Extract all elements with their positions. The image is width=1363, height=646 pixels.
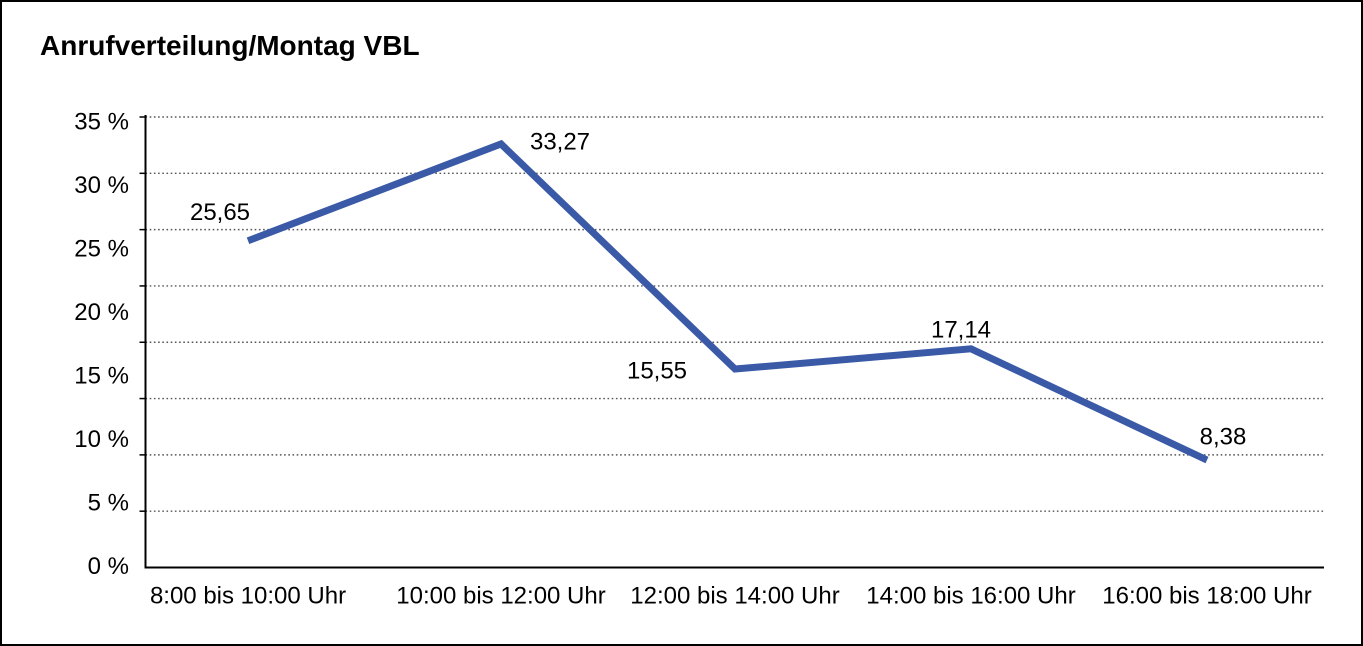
chart-title: Anrufverteilung/Montag VBL — [40, 30, 420, 61]
y-axis-tick-label: 0 % — [88, 553, 129, 580]
series-line — [246, 139, 1209, 464]
axis-layer — [139, 115, 1324, 569]
label-layer: 35 % 30 % 25 % 20 % 15 % 10 % 5 % 0 % 8:00 bis 1… — [74, 109, 1311, 610]
y-axis-tick-label: 30 % — [74, 172, 129, 199]
y-axis-tick-label: 20 % — [74, 299, 129, 326]
x-axis-category-label: 8:00 bis 10:00 Uhr — [150, 583, 346, 610]
data-point-label: 33,27 — [530, 128, 590, 155]
y-axis-tick-label: 25 % — [74, 236, 129, 263]
y-axis-tick-label: 35 % — [74, 109, 129, 136]
x-axis-category-label: 10:00 bis 12:00 Uhr — [396, 583, 605, 610]
data-point-label: 8,38 — [1200, 424, 1247, 451]
y-axis-tick-label: 10 % — [74, 426, 129, 453]
grid-layer — [145, 116, 1324, 512]
data-point-label: 25,65 — [190, 199, 250, 226]
data-point-label: 17,14 — [931, 316, 991, 343]
series-layer — [246, 139, 1209, 464]
y-axis-tick-label: 5 % — [88, 490, 129, 517]
x-axis-category-label: 14:00 bis 16:00 Uhr — [866, 583, 1075, 610]
data-point-label: 15,55 — [627, 358, 687, 385]
x-axis-category-label: 12:00 bis 14:00 Uhr — [630, 583, 839, 610]
y-axis-tick-label: 15 % — [74, 363, 129, 390]
x-axis-category-label: 16:00 bis 18:00 Uhr — [1102, 583, 1311, 610]
